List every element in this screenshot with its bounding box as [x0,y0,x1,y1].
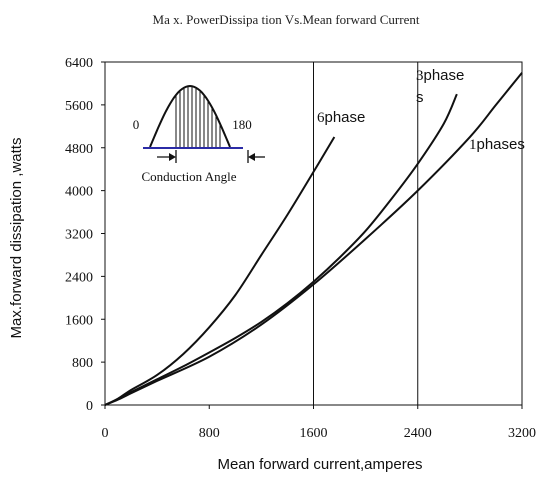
grid [313,62,419,405]
inset-caption: Conduction Angle [142,169,237,184]
inset-label-0: 0 [133,117,140,132]
inset-waveform [149,84,231,148]
series-label-6phase: 6phase [317,109,365,126]
series-line-1phases [104,72,523,406]
plot-area: 0 800 1600 2400 3200 0 800 1600 2400 3200 4000 480… [65,56,536,441]
y-tick-label: 4000 [65,185,93,200]
y-tick-label: 3200 [65,228,93,243]
inset-hatching [175,86,221,147]
inset-label-180: 180 [232,117,252,132]
x-tick-label: 800 [199,426,220,441]
series-group [104,72,523,406]
chart-title: Ma x. PowerDissipa tion Vs.Mean forward … [153,12,420,27]
x-tick-label: 1600 [300,426,328,441]
y-tick-label: 2400 [65,270,93,285]
y-tick-label: 6400 [65,56,93,71]
y-axis-label: Max.forward dissipation ,watts [8,138,25,339]
series-label-3phase: 3phase s [416,67,464,106]
series-label-1phases: 1phases [469,136,525,153]
series-line-6phase [104,136,336,406]
x-tick-label: 2400 [404,426,432,441]
y-tick-label: 0 [86,399,93,414]
conduction-angle-inset: 0 180 Conduction Angle [133,84,265,184]
y-tick-label: 1600 [65,313,93,328]
y-axis: 0 800 1600 2400 3200 4000 4800 5600 6400 [65,56,105,414]
x-axis: 0 800 1600 2400 3200 [102,405,536,441]
y-tick-label: 800 [72,356,93,371]
series-labels: 6phase 3phase s 1phases [317,67,525,153]
y-tick-label: 5600 [65,99,93,114]
inset-right-arrow [247,150,265,163]
x-tick-label: 0 [102,426,109,441]
x-axis-label: Mean forward current,amperes [217,456,422,473]
x-tick-label: 3200 [508,426,536,441]
y-tick-label: 4800 [65,142,93,157]
inset-left-arrow [157,150,177,163]
series-line-3phase-s [104,93,458,406]
